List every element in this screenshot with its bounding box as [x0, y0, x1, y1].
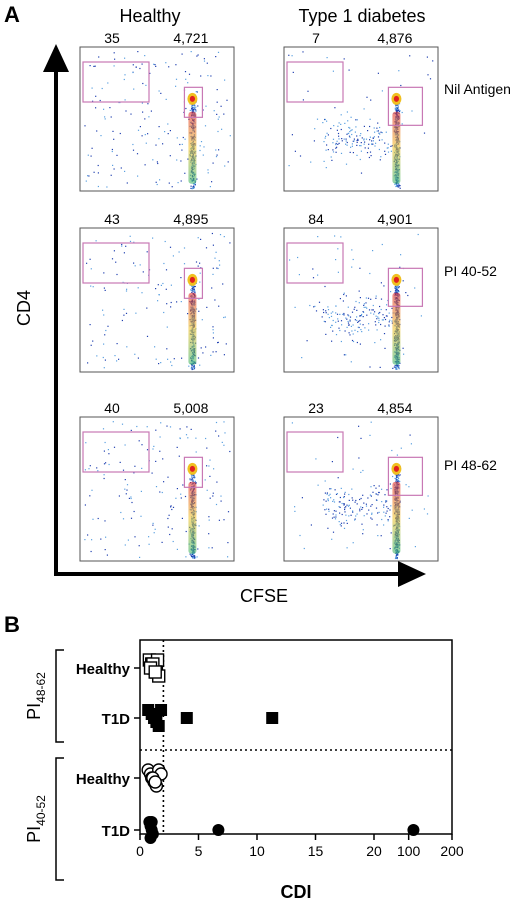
flow-plot: 35 4,721	[79, 30, 235, 192]
x-tick-label: 200	[440, 843, 464, 859]
gate-count-undivided: 5,008	[173, 400, 208, 416]
data-point	[212, 824, 225, 836]
flow-plot-frame	[79, 227, 235, 373]
series-open-circle	[141, 763, 168, 793]
flow-density-core	[393, 465, 400, 472]
gate-count-undivided: 4,854	[377, 400, 412, 416]
flow-plot-frame	[79, 46, 235, 192]
data-point	[144, 832, 157, 844]
plot-frame	[139, 639, 453, 835]
flow-plot: 40 5,008	[79, 400, 235, 562]
group-label: PI40-52	[24, 795, 48, 843]
data-point	[152, 720, 165, 732]
category-label: Healthy	[76, 661, 131, 678]
flow-plot-grid: 35 4,721 7 4,876 43 4,895 84 4,901 40 5,008 23 4,85…	[79, 30, 439, 562]
gate-count-divided: 84	[308, 211, 324, 227]
data-point	[148, 775, 162, 789]
data-point	[145, 816, 158, 828]
gate-count-undivided: 4,721	[173, 30, 208, 46]
row-label-pi4052: PI 40-52	[444, 263, 497, 279]
category-label: T1D	[102, 823, 131, 840]
data-point	[180, 712, 193, 724]
data-point	[266, 712, 279, 724]
flow-plot-frame	[283, 227, 439, 373]
gate-divided	[82, 431, 150, 473]
gate-divided	[82, 242, 150, 284]
gate-undivided	[387, 86, 424, 126]
row-label-nil: Nil Antigen	[444, 81, 511, 97]
flow-density-column	[392, 292, 401, 365]
data-point	[149, 708, 162, 720]
gate-undivided	[183, 456, 204, 488]
panel-a-letter: A	[4, 2, 20, 27]
x-tick-label: 15	[308, 843, 324, 859]
flow-plot: 84 4,901	[283, 211, 439, 373]
flow-density-column	[188, 292, 197, 365]
flow-plot: 23 4,854	[283, 400, 439, 562]
col-title-t1d: Type 1 diabetes	[298, 6, 425, 26]
x-tick-label: 20	[366, 843, 382, 859]
category-label: T1D	[102, 711, 131, 728]
x-axis-label: CDI	[281, 882, 312, 902]
flow-density-core	[189, 95, 196, 102]
gate-count-undivided: 4,901	[377, 211, 412, 227]
gate-count-divided: 23	[308, 400, 324, 416]
flow-density-column	[188, 481, 197, 554]
gate-undivided	[183, 86, 204, 118]
series-filled-square	[142, 704, 279, 732]
flow-density-core	[189, 465, 196, 472]
flow-density-column	[188, 111, 197, 184]
flow-plot-frame	[283, 46, 439, 192]
flow-plot-frame	[283, 416, 439, 562]
gate-count-undivided: 4,895	[173, 211, 208, 227]
group-bracket	[55, 649, 64, 743]
flow-density-core	[393, 95, 400, 102]
group-label: PI48-62	[24, 672, 48, 720]
gate-undivided	[387, 267, 424, 307]
gate-count-undivided: 4,876	[377, 30, 412, 46]
row-label-pi4862: PI 48-62	[444, 457, 497, 473]
gate-count-divided: 35	[104, 30, 120, 46]
gate-divided	[286, 242, 344, 284]
gate-divided	[286, 61, 344, 103]
x-axis-label-cfse: CFSE	[240, 586, 288, 606]
x-tick-label: 10	[249, 843, 265, 859]
data-point	[407, 824, 420, 836]
flow-plot-frame	[79, 416, 235, 562]
flow-density-core	[393, 276, 400, 283]
gate-count-divided: 40	[104, 400, 120, 416]
x-tick-label: 5	[195, 843, 203, 859]
series-open-square	[142, 653, 166, 683]
group-bracket	[55, 757, 64, 881]
panel-b-letter: B	[4, 612, 20, 637]
col-title-healthy: Healthy	[119, 6, 180, 26]
gate-count-divided: 43	[104, 211, 120, 227]
gate-undivided	[183, 267, 204, 299]
y-axis-label-cd4: CD4	[14, 290, 34, 326]
x-tick-label: 100	[397, 843, 421, 859]
gate-divided	[82, 61, 150, 103]
flow-density-column	[392, 111, 401, 184]
category-label: Healthy	[76, 771, 131, 788]
flow-plot: 7 4,876	[283, 30, 439, 192]
gate-divided	[286, 431, 344, 473]
gate-undivided	[387, 456, 424, 496]
cdi-scatter-panel: 0 5 10 15 20 100 200 CDI Healthy T1D Healthy T1D PI4…	[24, 639, 464, 902]
flow-density-core	[189, 276, 196, 283]
series-filled-circle	[143, 816, 420, 844]
flow-density-column	[392, 481, 401, 554]
cd4-axis-arrowhead	[43, 44, 69, 72]
gate-count-divided: 7	[312, 30, 320, 46]
x-tick-label: 0	[136, 843, 144, 859]
flow-plot: 43 4,895	[79, 211, 235, 373]
cfse-axis-arrowhead	[398, 561, 426, 587]
data-point	[148, 665, 162, 679]
